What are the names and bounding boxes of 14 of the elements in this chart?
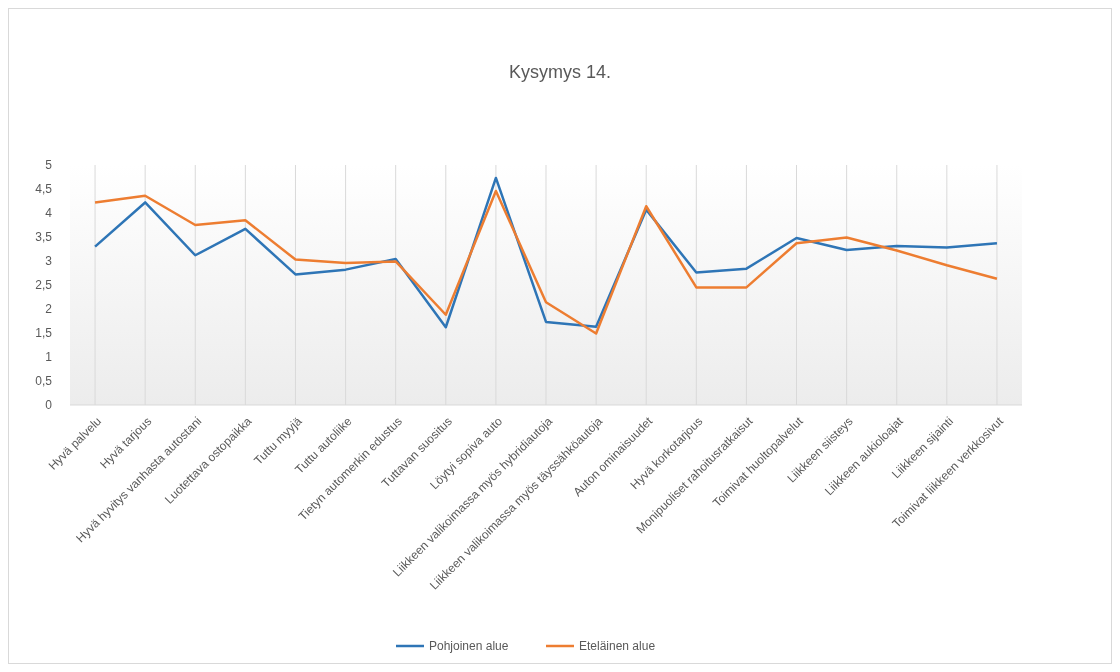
- legend-label: Eteläinen alue: [579, 639, 656, 654]
- y-tick-label: 1,5: [35, 326, 53, 341]
- y-tick-label: 2: [45, 302, 53, 317]
- y-tick-label: 0,5: [35, 374, 53, 389]
- y-tick-label: 1: [45, 350, 53, 365]
- chart-title: Kysymys 14.: [508, 62, 612, 82]
- y-tick-label: 3: [45, 254, 53, 269]
- y-tick-label: 2,5: [35, 278, 53, 293]
- y-tick-label: 3,5: [35, 230, 53, 245]
- legend-label: Pohjoinen alue: [429, 639, 509, 654]
- y-tick-label: 0: [45, 398, 53, 413]
- y-tick-label: 4: [45, 206, 53, 221]
- y-tick-label: 5: [45, 158, 53, 173]
- y-tick-label: 4,5: [35, 182, 53, 197]
